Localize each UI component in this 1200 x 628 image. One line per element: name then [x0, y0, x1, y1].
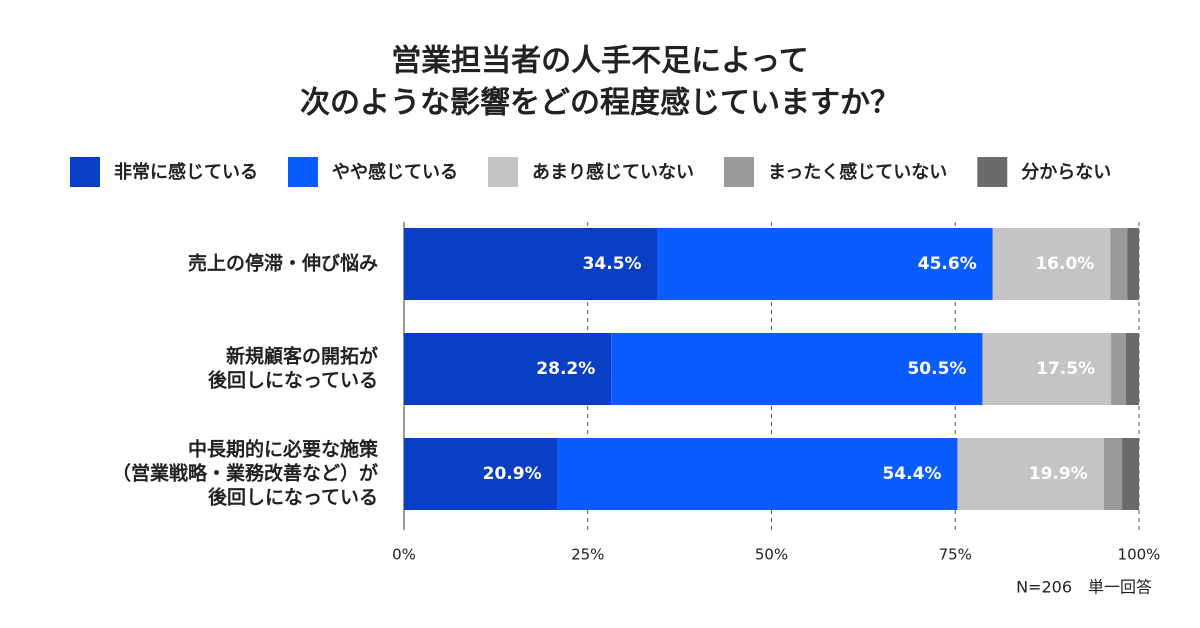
bar-segment: [557, 438, 958, 510]
legend-swatch: [70, 157, 100, 187]
chart-title: 次のような影響をどの程度感じていますか？: [300, 86, 900, 121]
chart-title: 営業担当者の人手不足によって: [391, 44, 809, 79]
legend-label: 非常に感じている: [114, 161, 258, 183]
x-tick-label: 50%: [755, 546, 788, 564]
category-label: （営業戦略・業務改善など）が: [112, 462, 378, 485]
legend-swatch: [724, 157, 754, 187]
bar-segment: [404, 438, 558, 510]
x-tick-label: 75%: [939, 546, 972, 564]
bar-segment: [1111, 333, 1126, 405]
bar-segment: [982, 333, 1112, 405]
x-tick-label: 100%: [1118, 546, 1161, 564]
bar-segment: [957, 438, 1104, 510]
bar-segment: [1122, 438, 1139, 510]
category-label: 後回しになっている: [208, 486, 378, 509]
category-label: 新規顧客の開拓が: [226, 345, 378, 368]
value-label: 20.9%: [483, 464, 542, 484]
bar-segment: [1110, 228, 1128, 300]
value-label: 50.5%: [907, 359, 966, 379]
value-label: 54.4%: [882, 464, 941, 484]
x-tick-label: 25%: [571, 546, 604, 564]
legend-label: あまり感じていない: [532, 161, 694, 183]
legend-swatch: [288, 157, 318, 187]
bar-segment: [404, 333, 612, 405]
bar-segment: [611, 333, 983, 405]
bar-segment: [1103, 438, 1123, 510]
value-label: 34.5%: [583, 254, 642, 274]
value-label: 28.2%: [536, 359, 595, 379]
legend-swatch: [488, 157, 518, 187]
category-label: 後回しになっている: [208, 369, 378, 392]
value-label: 45.6%: [918, 254, 977, 274]
bar-segment: [404, 228, 658, 300]
bar-segment: [657, 228, 993, 300]
value-label: 17.5%: [1036, 359, 1095, 379]
category-label: 中長期的に必要な施策: [188, 438, 379, 461]
bar-segment: [992, 228, 1111, 300]
legend-label: 分からない: [1021, 162, 1111, 183]
bar-segment: [1125, 333, 1139, 405]
bar-segment: [1127, 228, 1139, 300]
value-label: 19.9%: [1029, 464, 1088, 484]
legend-swatch: [977, 157, 1008, 187]
legend-label: やや感じている: [332, 161, 458, 183]
legend-label: まったく感じていない: [768, 161, 947, 183]
x-tick-label: 0%: [392, 546, 416, 564]
value-label: 16.0%: [1035, 254, 1094, 274]
note: N=206 単一回答: [1016, 578, 1152, 597]
category-label: 売上の停滞・伸び悩み: [188, 252, 378, 275]
